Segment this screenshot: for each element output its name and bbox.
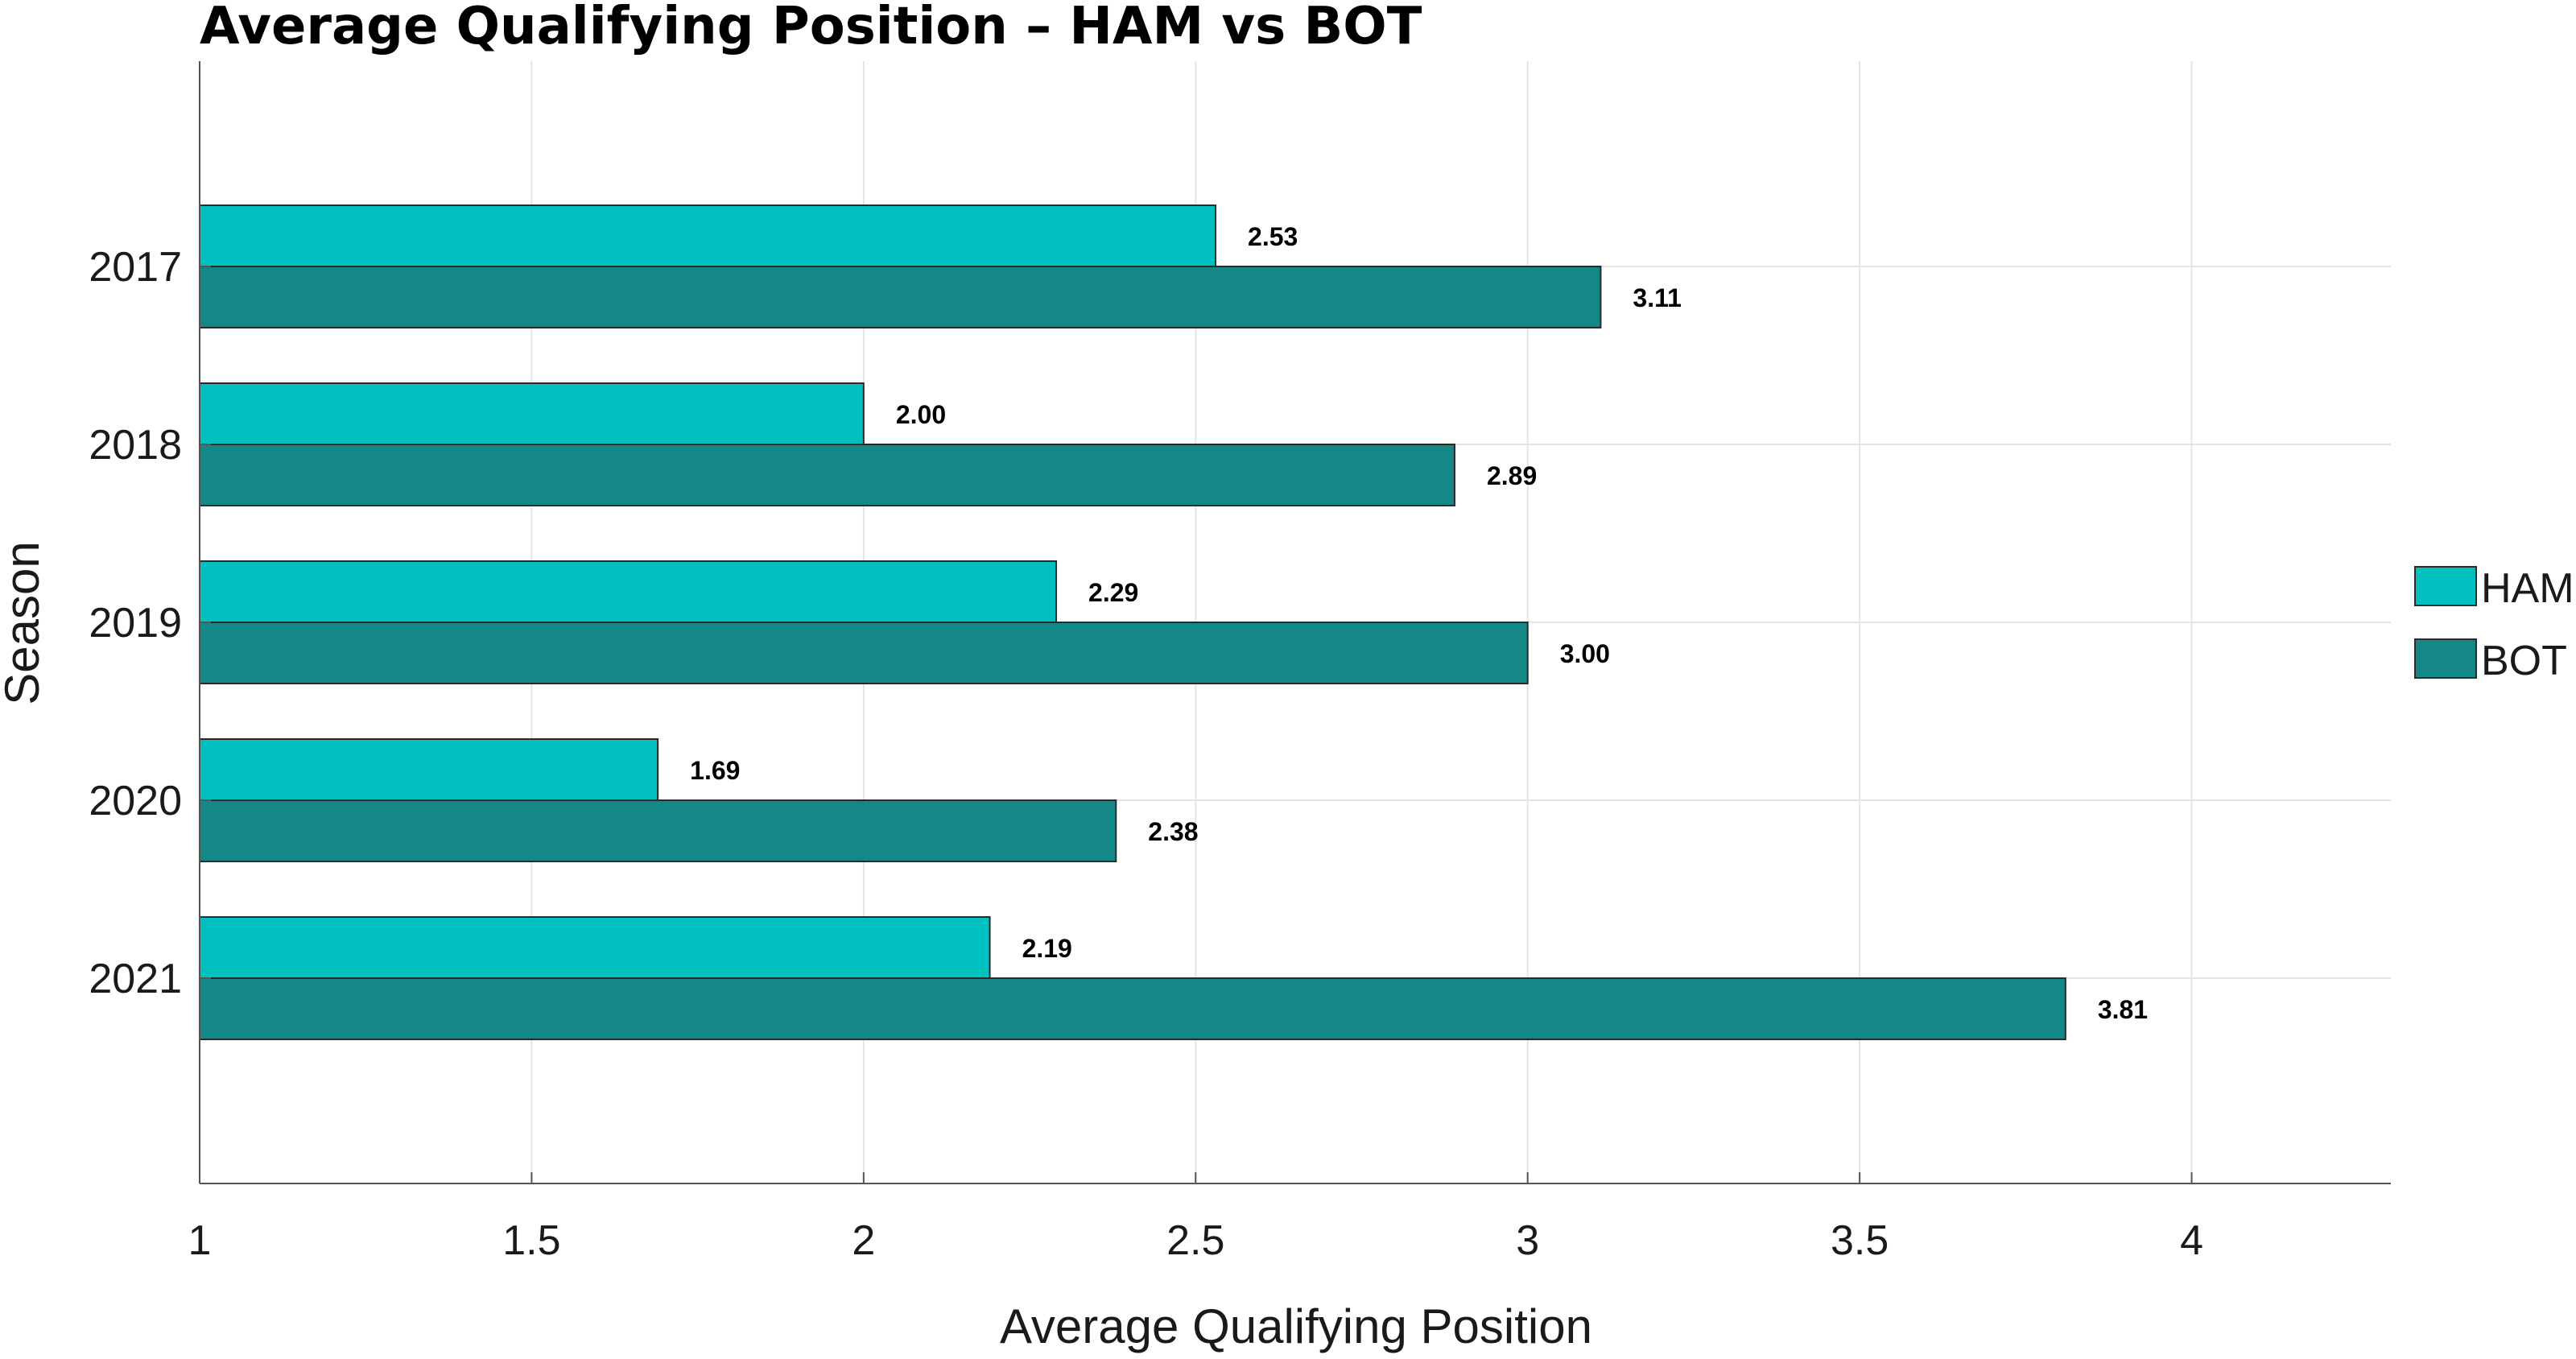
data-label-ham-2017: 2.53	[1248, 222, 1298, 251]
legend-label-ham: HAM	[2481, 565, 2574, 612]
data-label-ham-2021: 2.19	[1022, 934, 1072, 963]
legend-swatch-bot	[2414, 638, 2477, 679]
bar-ham-2021	[199, 916, 991, 979]
x-tick-label: 4	[2180, 1217, 2203, 1264]
x-tick-label: 1	[188, 1217, 212, 1264]
x-axis-label: Average Qualifying Position	[1000, 1299, 1592, 1353]
bars: 2.53 2.00 2.29 1.69 2.19 3.11 2.89 3.00 2.38 3.81	[199, 204, 2148, 1040]
data-label-bot-2021: 3.81	[2098, 995, 2148, 1024]
chart-title: Average Qualifying Position – HAM vs BOT	[200, 0, 1422, 56]
bar-bot-2017	[199, 266, 1602, 328]
data-label-bot-2019: 3.00	[1560, 639, 1610, 668]
y-tick-label: 2020	[89, 778, 182, 824]
legend-label-bot: BOT	[2481, 638, 2567, 684]
bar-bot-2020	[199, 799, 1117, 862]
x-tick-label: 3.5	[1831, 1217, 1889, 1264]
data-label-ham-2018: 2.00	[896, 400, 946, 429]
x-tick-label: 1.5	[502, 1217, 560, 1264]
data-label-bot-2017: 3.11	[1633, 283, 1682, 312]
data-label-bot-2018: 2.89	[1487, 461, 1537, 490]
tick-labels: 1 1.5 2 2.5 3 3.5 4 2017 2018 2019 2020 2021	[89, 244, 2203, 1264]
axes	[199, 61, 2391, 1184]
x-tick-label: 2.5	[1166, 1217, 1224, 1264]
bar-bot-2021	[199, 977, 2066, 1040]
bar-bot-2018	[199, 444, 1455, 506]
bar-ham-2019	[199, 560, 1058, 623]
y-tick-label: 2017	[89, 244, 182, 291]
y-tick-label: 2021	[89, 956, 182, 1002]
legend-swatch-ham	[2414, 566, 2477, 606]
bar-ham-2018	[199, 382, 865, 445]
x-tick-label: 2	[852, 1217, 875, 1264]
data-label-bot-2020: 2.38	[1148, 817, 1198, 846]
y-tick-label: 2018	[89, 422, 182, 469]
data-label-ham-2019: 2.29	[1088, 578, 1138, 607]
data-label-ham-2020: 1.69	[690, 756, 740, 785]
bar-ham-2017	[199, 204, 1217, 267]
bar-ham-2020	[199, 738, 659, 801]
y-axis-label: Season	[0, 541, 49, 705]
x-tick-label: 3	[1516, 1217, 1539, 1264]
legend: HAM BOT	[2414, 565, 2574, 684]
bar-bot-2019	[199, 622, 1529, 684]
y-tick-label: 2019	[89, 600, 182, 646]
